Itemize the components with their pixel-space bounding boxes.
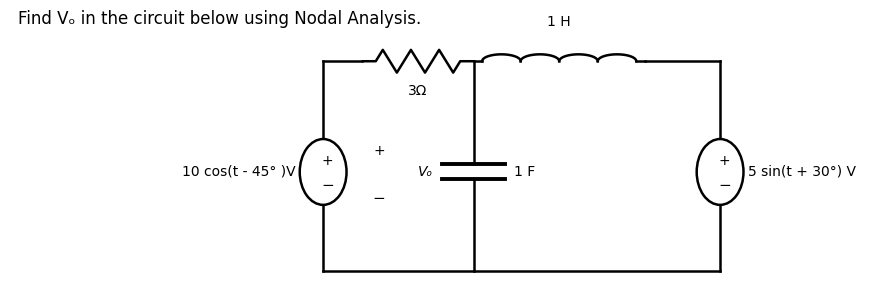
Text: −: − (372, 191, 385, 206)
Text: 1 F: 1 F (514, 165, 535, 179)
Text: −: − (718, 178, 731, 193)
Text: Find Vₒ in the circuit below using Nodal Analysis.: Find Vₒ in the circuit below using Nodal… (18, 10, 421, 28)
Text: −: − (321, 178, 334, 193)
Text: 1 H: 1 H (547, 15, 571, 29)
Text: 3Ω: 3Ω (408, 84, 427, 98)
Ellipse shape (697, 139, 744, 205)
Text: +: + (373, 144, 385, 158)
Text: Vₒ: Vₒ (418, 165, 434, 179)
Text: +: + (322, 154, 333, 168)
Text: 10 cos(t - 45° )V: 10 cos(t - 45° )V (182, 165, 295, 179)
Ellipse shape (300, 139, 346, 205)
Text: +: + (718, 154, 730, 168)
Text: 5 sin(t + 30°) V: 5 sin(t + 30°) V (747, 165, 856, 179)
